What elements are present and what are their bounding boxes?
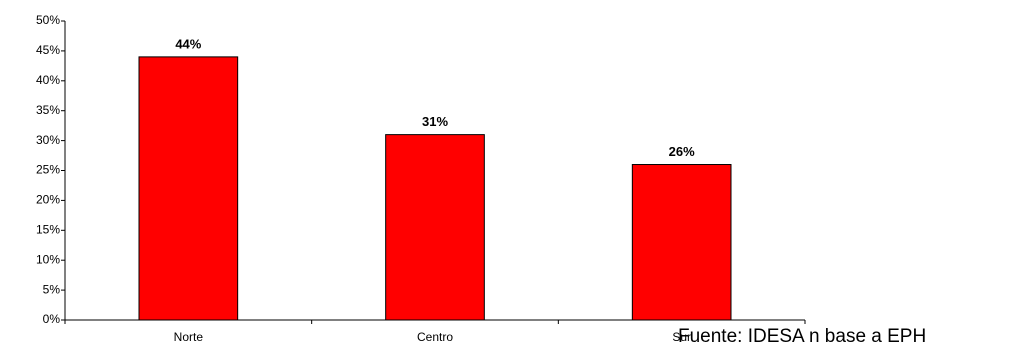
bar (385, 134, 485, 321)
y-tick-label: 25% (36, 163, 60, 177)
x-tick-label: Centro (417, 330, 453, 344)
bar (631, 164, 732, 321)
x-tick-label: Norte (174, 330, 204, 344)
value-label: 31% (422, 114, 448, 129)
value-label: 44% (175, 36, 201, 51)
y-tick-label: 40% (36, 73, 60, 87)
y-tick-label: 45% (36, 43, 60, 57)
x-tick-label: Sur (672, 330, 691, 344)
y-tick-label: 0% (43, 312, 61, 326)
y-tick-label: 10% (36, 252, 60, 266)
bar (138, 56, 239, 321)
source-note: Fuente: IDESA n base a EPH (678, 326, 926, 347)
y-tick-label: 5% (43, 282, 61, 296)
y-tick-label: 35% (36, 103, 60, 117)
y-tick-label: 50% (36, 13, 60, 27)
y-tick-label: 20% (36, 193, 60, 207)
y-tick-label: 15% (36, 222, 60, 236)
y-tick-label: 30% (36, 133, 60, 147)
value-label: 26% (669, 144, 695, 159)
